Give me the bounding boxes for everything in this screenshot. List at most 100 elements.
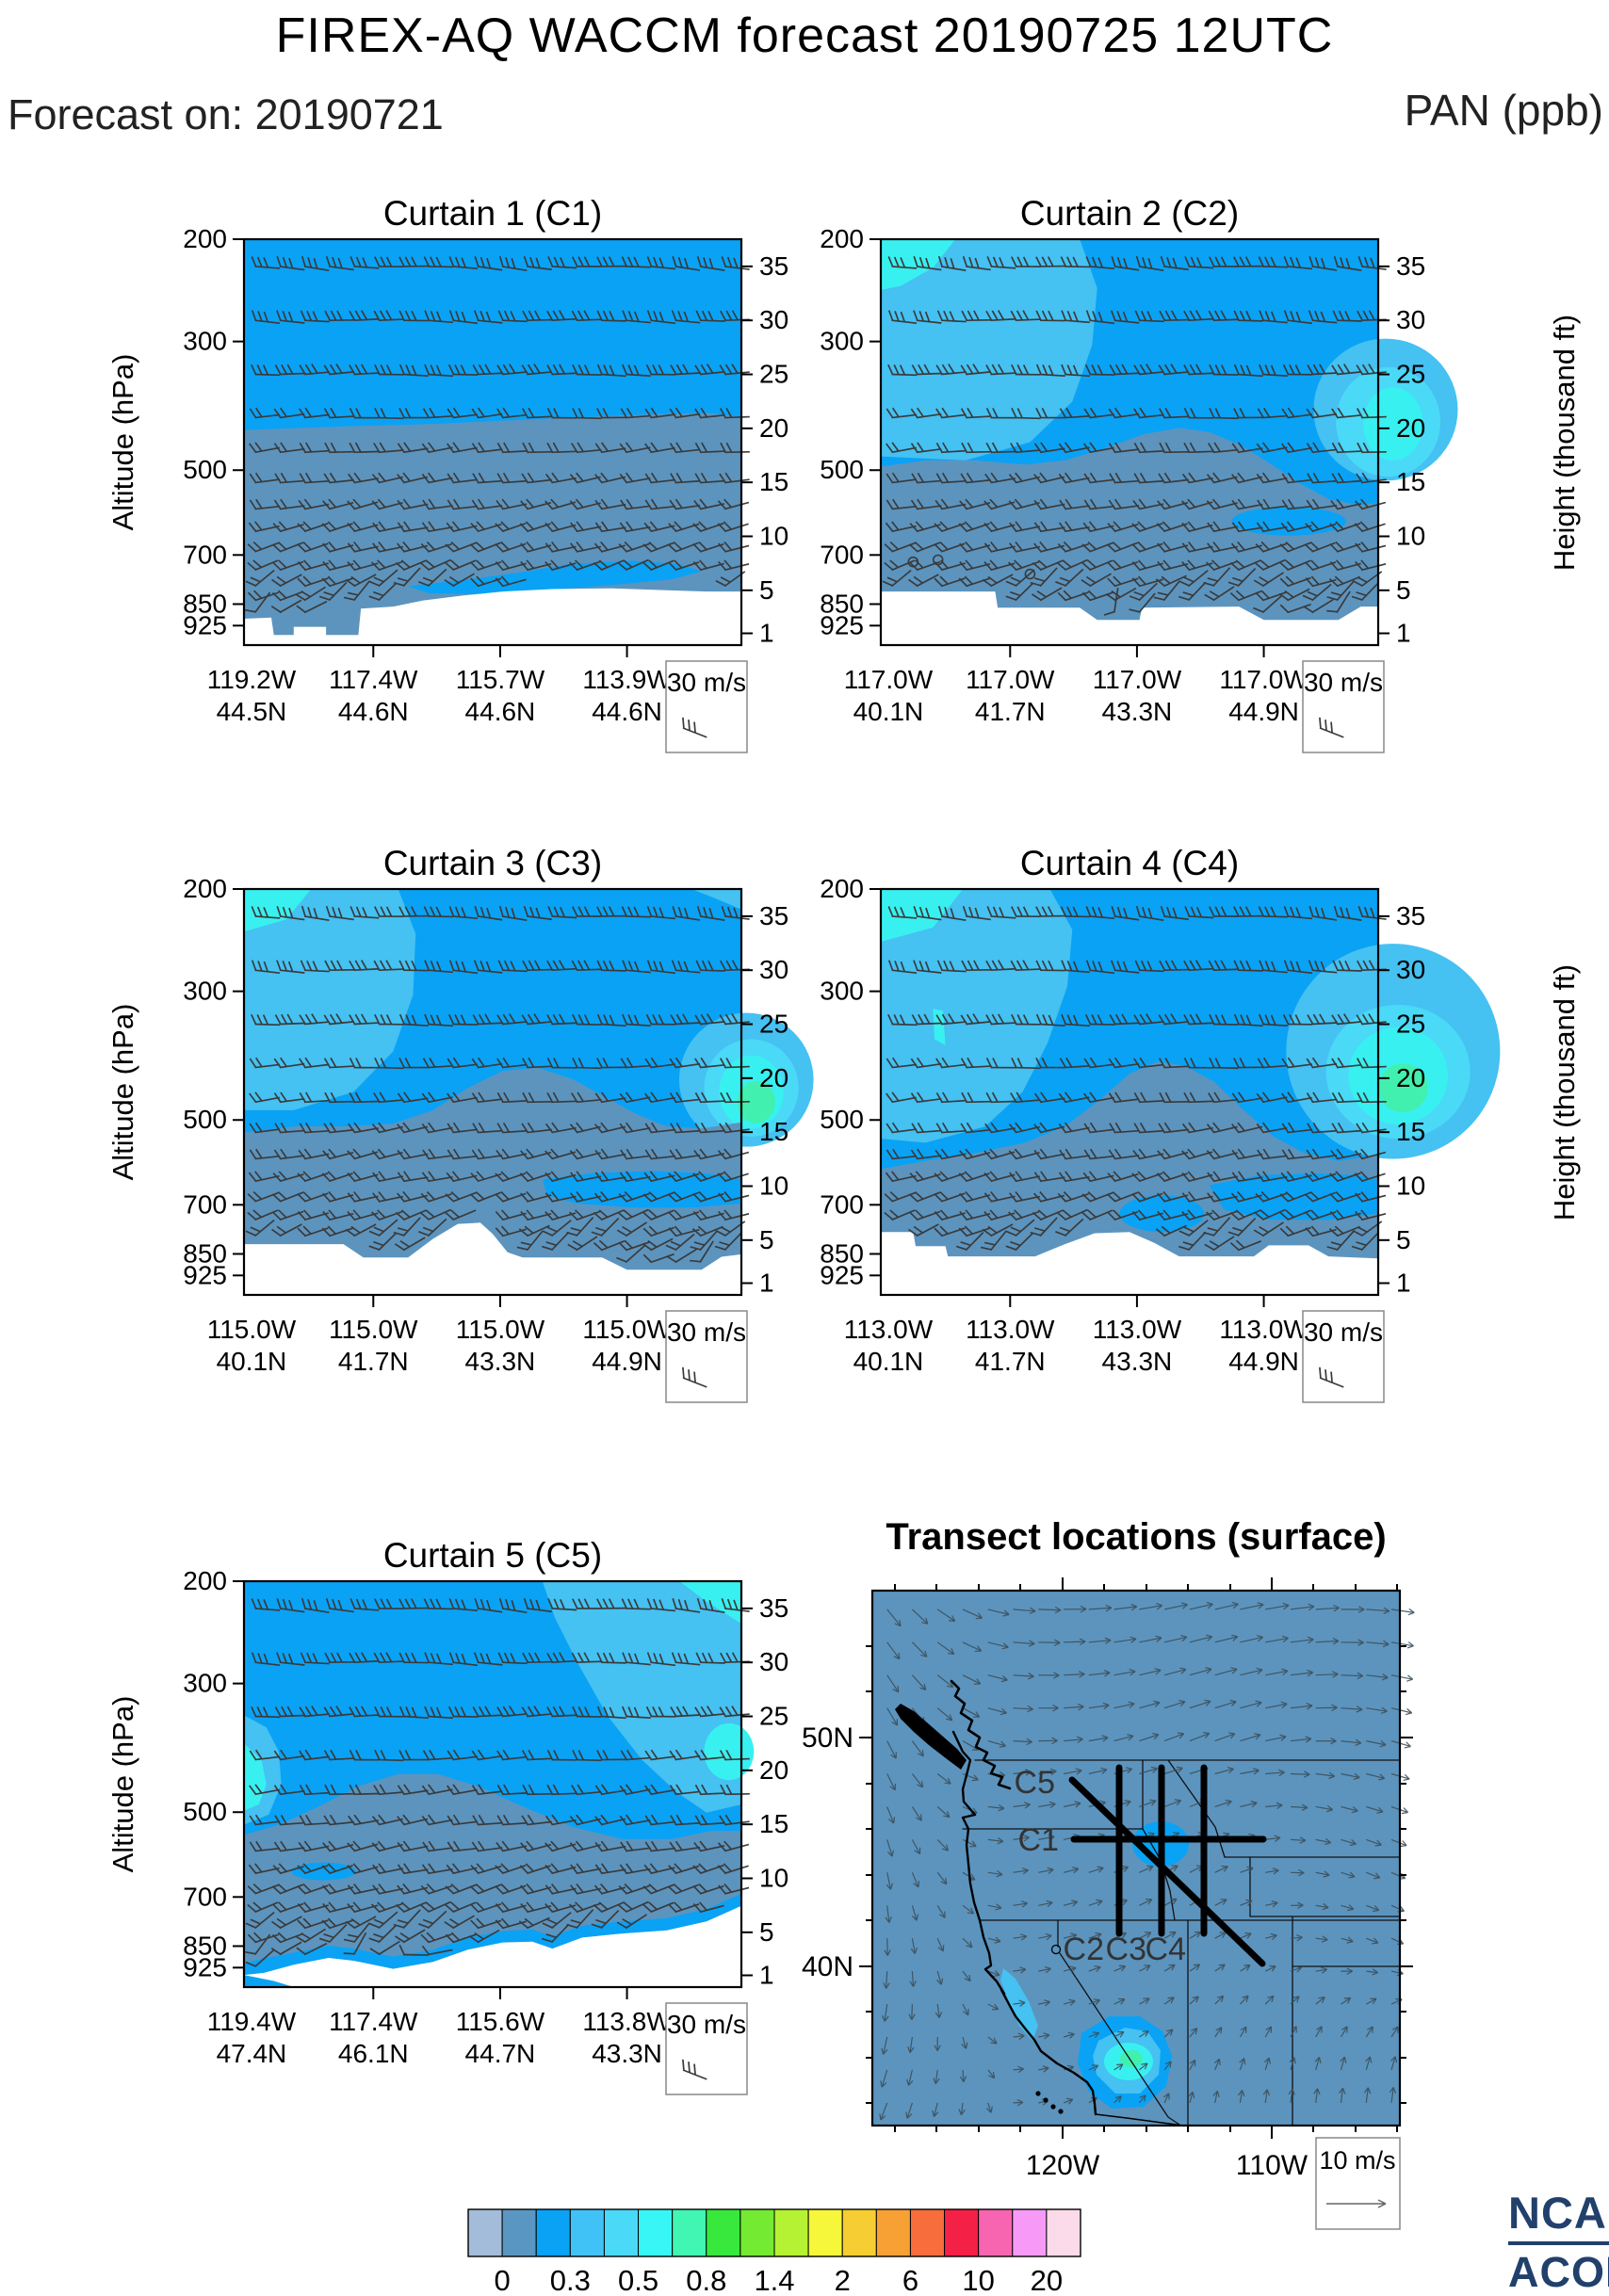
contour-fill-7 xyxy=(881,591,1378,645)
contour-fill-6 xyxy=(1378,1063,1428,1113)
colorbar-label: 6 xyxy=(902,2264,918,2296)
x-label-lat: 44.7N xyxy=(465,2039,536,2068)
calm-wind-circle-0 xyxy=(907,556,919,568)
height-tick-label: 35 xyxy=(759,901,788,930)
pressure-tick-label: 300 xyxy=(183,327,227,356)
panel-title: Curtain 4 (C4) xyxy=(1020,844,1239,882)
pressure-tick-label: 925 xyxy=(183,1260,227,1289)
height-tick-label: 5 xyxy=(759,1225,774,1254)
pressure-tick-label: 850 xyxy=(183,1238,227,1268)
pressure-tick-label: 700 xyxy=(183,540,227,569)
map-lat-label: 50N xyxy=(802,1722,853,1754)
pressure-tick-label: 500 xyxy=(820,1105,864,1134)
colorbar-cell-13 xyxy=(909,2208,946,2257)
contour-fill-9 xyxy=(244,1975,294,1987)
wind-barbs-layer xyxy=(244,255,750,614)
transect-label-c5: C5 xyxy=(1015,1765,1055,1801)
height-tick-label: 30 xyxy=(759,305,788,334)
height-tick-label: 35 xyxy=(1396,901,1425,930)
colorbar-cell-9 xyxy=(773,2208,809,2257)
map-title: Transect locations (surface) xyxy=(886,1516,1386,1558)
pressure-tick-label: 200 xyxy=(183,874,227,903)
height-tick-label: 20 xyxy=(759,1755,788,1785)
transect-label-c2: C2 xyxy=(1064,1932,1104,1967)
height-tick-label: 10 xyxy=(759,1863,788,1892)
height-tick-label: 30 xyxy=(759,1647,788,1676)
lake-tahoe-outline xyxy=(1050,1944,1062,1955)
pressure-tick-label: 700 xyxy=(820,1189,864,1219)
calm-wind-circle-1 xyxy=(932,554,944,566)
height-tick-label: 30 xyxy=(1396,305,1425,334)
height-tick-label: 10 xyxy=(1396,521,1425,550)
contour-fill-0 xyxy=(244,889,416,1110)
colorbar-cell-2 xyxy=(535,2208,571,2257)
contour-fill-7 xyxy=(881,1061,1378,1295)
pressure-tick-label: 700 xyxy=(183,1882,227,1911)
vector-legend-arrow xyxy=(1326,2199,1387,2208)
colorbar-cell-8 xyxy=(739,2208,775,2257)
x-label-lat: 44.9N xyxy=(1228,1347,1299,1376)
pressure-tick-label: 200 xyxy=(183,224,227,253)
height-tick-label: 15 xyxy=(1396,1117,1425,1146)
colorbar-cell-14 xyxy=(944,2208,980,2257)
height-tick-label: 25 xyxy=(759,1010,788,1039)
contour-fill-2 xyxy=(704,1722,755,1781)
height-tick-label: 1 xyxy=(759,1269,774,1298)
height-tick-label: 35 xyxy=(759,1593,788,1623)
map-lat-label: 40N xyxy=(802,1951,853,1982)
pressure-tick-label: 200 xyxy=(183,1566,227,1595)
ncar-acom-logo: NCAR ACOM xyxy=(1508,2191,1609,2293)
height-tick-label: 5 xyxy=(1396,575,1411,605)
x-label-lat: 41.7N xyxy=(338,1347,409,1376)
colorbar-label: 10 xyxy=(962,2264,994,2296)
transect-label-c1: C1 xyxy=(1018,1822,1059,1858)
height-tick-label: 5 xyxy=(759,1917,774,1947)
bc-fjord-coastline xyxy=(950,1679,1012,1790)
x-label-lon: 115.0W xyxy=(207,1315,297,1344)
x-label-lat: 44.9N xyxy=(1228,697,1299,726)
contour-fill-1 xyxy=(881,889,964,942)
x-label-lat: 47.4N xyxy=(217,2039,287,2068)
pacific-coastline xyxy=(951,1730,1097,2116)
height-tick-label: 1 xyxy=(1396,619,1411,648)
plot-frame xyxy=(242,887,743,1297)
x-label-lat: 43.3N xyxy=(592,2039,662,2068)
channel-island-dot-3 xyxy=(1035,2091,1041,2096)
x-label-lat: 44.6N xyxy=(592,697,662,726)
colorbar-cell-6 xyxy=(672,2208,707,2257)
barb-legend-label: 30 m/s xyxy=(667,2010,746,2039)
height-tick-label: 1 xyxy=(759,619,774,648)
x-label-lat: 41.7N xyxy=(975,1347,1046,1376)
colorbar-cell-4 xyxy=(603,2208,640,2257)
colorbar-cell-17 xyxy=(1046,2208,1081,2257)
height-tick-label: 15 xyxy=(1396,467,1425,496)
pressure-axis-title: Altitude (hPa) xyxy=(106,354,139,531)
barb-legend-label: 30 m/s xyxy=(667,668,746,697)
map-lon-label: 110W xyxy=(1236,2150,1308,2181)
barb-legend-box: 30 m/s xyxy=(665,2002,748,2095)
mexico-border xyxy=(1095,2113,1184,2126)
pressure-tick-label: 500 xyxy=(183,1797,227,1826)
barb-legend-label: 30 m/s xyxy=(1304,668,1383,697)
page-title: FIREX-AQ WACCM forecast 20190725 12UTC xyxy=(275,8,1334,63)
pressure-axis-title: Altitude (hPa) xyxy=(106,1004,139,1181)
pressure-tick-label: 300 xyxy=(820,327,864,356)
height-tick-label: 15 xyxy=(759,467,788,496)
x-label-lat: 43.3N xyxy=(465,1347,536,1376)
wind-barbs-layer xyxy=(884,905,1387,1252)
colorbar-label: 20 xyxy=(1031,2264,1063,2296)
x-label-lon: 113.0W xyxy=(1219,1315,1308,1344)
height-tick-label: 10 xyxy=(1396,1171,1425,1200)
contour-fill-9 xyxy=(244,1222,741,1295)
vector-legend-frame xyxy=(1315,2137,1401,2230)
colorbar-cell-3 xyxy=(569,2208,605,2257)
vector-legend-box: 10 m/s xyxy=(1315,2137,1401,2230)
wind-barbs-layer xyxy=(882,255,1387,616)
x-label-lat: 44.6N xyxy=(338,697,409,726)
colorbar-cell-11 xyxy=(841,2208,877,2257)
contour-fill-7 xyxy=(244,1067,741,1295)
x-label-lon: 115.6W xyxy=(456,2007,545,2036)
colorbar: 0 0.3 0.5 0.8 1.4 2 6 10 20 xyxy=(467,2208,1081,2296)
